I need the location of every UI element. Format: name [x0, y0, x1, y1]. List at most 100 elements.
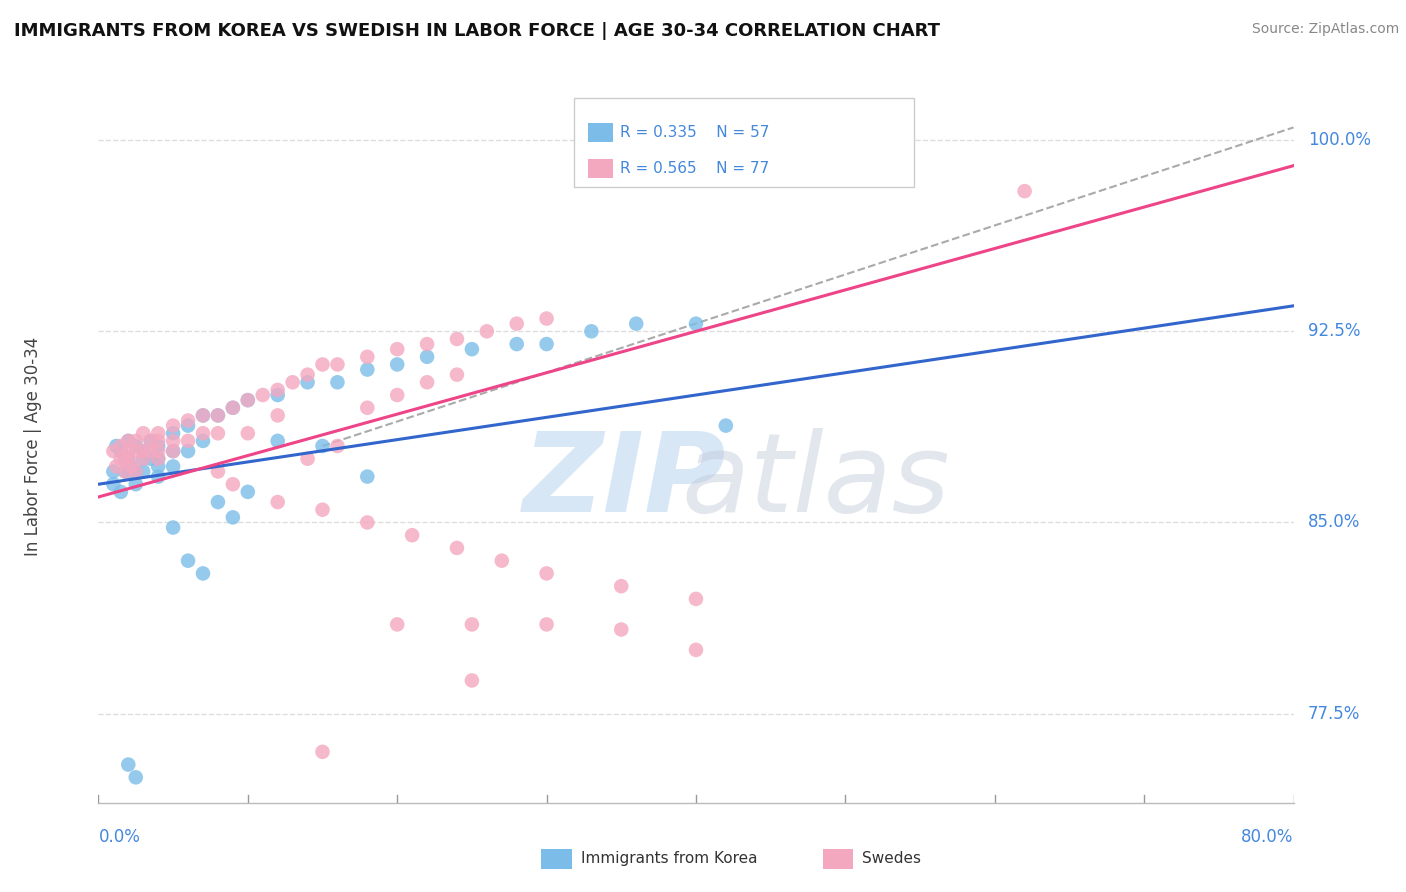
Point — [281, 376, 304, 390]
Point — [416, 376, 439, 390]
Point — [110, 484, 132, 499]
Point — [162, 434, 184, 448]
Point — [385, 358, 409, 372]
Point — [177, 554, 200, 568]
Point — [624, 317, 647, 331]
Point — [125, 434, 148, 448]
Point — [191, 409, 214, 423]
Point — [685, 643, 707, 657]
Point — [125, 465, 148, 479]
Point — [685, 317, 707, 331]
Point — [139, 434, 162, 448]
Point — [139, 434, 162, 448]
Point — [162, 426, 184, 441]
Text: Swedes: Swedes — [862, 851, 921, 865]
Text: 85.0%: 85.0% — [1308, 514, 1360, 532]
Point — [461, 617, 484, 632]
Point — [148, 469, 170, 483]
Point — [311, 439, 333, 453]
Point — [222, 401, 245, 415]
Point — [714, 418, 737, 433]
Point — [132, 451, 155, 466]
Point — [416, 350, 439, 364]
Point — [461, 673, 484, 688]
Text: 100.0%: 100.0% — [1308, 131, 1371, 149]
Text: 0.0%: 0.0% — [98, 829, 141, 847]
Text: IMMIGRANTS FROM KOREA VS SWEDISH IN LABOR FORCE | AGE 30-34 CORRELATION CHART: IMMIGRANTS FROM KOREA VS SWEDISH IN LABO… — [14, 22, 941, 40]
Point — [132, 451, 155, 466]
Point — [162, 418, 184, 433]
Point — [148, 451, 170, 466]
Point — [236, 426, 259, 441]
Point — [446, 368, 468, 382]
Point — [125, 444, 148, 458]
Point — [685, 591, 707, 606]
Point — [125, 770, 148, 784]
Point — [117, 444, 139, 458]
Point — [446, 541, 468, 555]
Point — [191, 434, 214, 448]
Point — [114, 451, 136, 466]
Point — [416, 337, 439, 351]
Point — [1014, 184, 1036, 198]
Point — [475, 324, 498, 338]
Point — [222, 510, 245, 524]
Point — [148, 434, 170, 448]
Point — [207, 426, 229, 441]
Point — [311, 502, 333, 516]
Point — [117, 451, 139, 466]
Point — [103, 444, 125, 458]
Point — [177, 444, 200, 458]
Text: 80.0%: 80.0% — [1241, 829, 1294, 847]
Point — [148, 459, 170, 474]
Text: In Labor Force | Age 30-34: In Labor Force | Age 30-34 — [24, 336, 42, 556]
Point — [117, 434, 139, 448]
Point — [120, 459, 142, 474]
Point — [125, 439, 148, 453]
Point — [326, 358, 349, 372]
Point — [117, 757, 139, 772]
Point — [105, 459, 128, 474]
Point — [536, 337, 558, 351]
Point — [536, 311, 558, 326]
Point — [385, 617, 409, 632]
Point — [356, 350, 378, 364]
Point — [267, 383, 290, 397]
Point — [236, 393, 259, 408]
Point — [581, 324, 603, 338]
Point — [132, 444, 155, 458]
Point — [401, 528, 423, 542]
Text: R = 0.335    N = 57: R = 0.335 N = 57 — [620, 125, 769, 140]
Point — [536, 566, 558, 581]
Point — [491, 554, 513, 568]
Text: Immigrants from Korea: Immigrants from Korea — [581, 851, 758, 865]
Point — [162, 520, 184, 534]
Point — [162, 444, 184, 458]
Point — [103, 477, 125, 491]
Point — [222, 477, 245, 491]
Point — [207, 495, 229, 509]
Point — [114, 451, 136, 466]
Point — [132, 426, 155, 441]
Point — [191, 426, 214, 441]
Text: R = 0.565    N = 77: R = 0.565 N = 77 — [620, 161, 769, 176]
Point — [177, 413, 200, 427]
Point — [297, 376, 319, 390]
Point — [311, 745, 333, 759]
Point — [132, 444, 155, 458]
Point — [110, 444, 132, 458]
Point — [446, 332, 468, 346]
Point — [356, 516, 378, 530]
Point — [103, 465, 125, 479]
Point — [117, 465, 139, 479]
Point — [162, 459, 184, 474]
Point — [105, 439, 128, 453]
Point — [191, 566, 214, 581]
Point — [461, 342, 484, 356]
Point — [297, 368, 319, 382]
Point — [132, 465, 155, 479]
Point — [236, 393, 259, 408]
Point — [114, 465, 136, 479]
Point — [536, 617, 558, 632]
Point — [297, 451, 319, 466]
